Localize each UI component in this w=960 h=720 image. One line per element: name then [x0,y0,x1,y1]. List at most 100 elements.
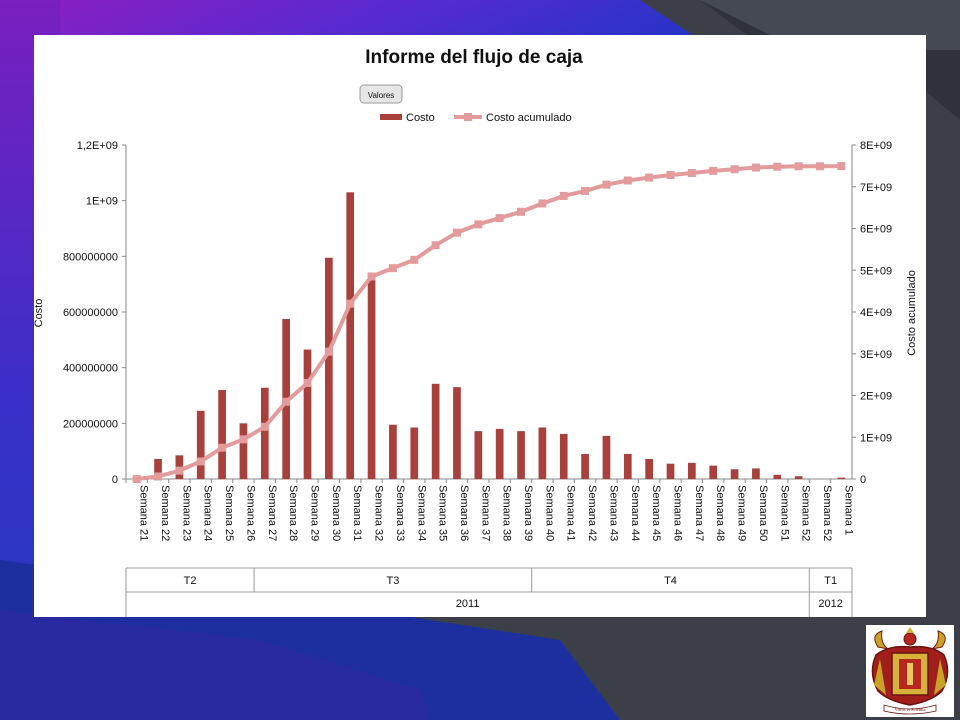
quarter-label: T2 [184,575,197,587]
bar-costo [239,423,248,479]
bar-costo [752,468,760,479]
y-tick-label-right: 8E+09 [860,140,892,152]
x-category-label: Semana 36 [458,485,470,541]
bar-costo [773,474,782,479]
bar-costo [794,476,803,479]
x-category-label: Semana 47 [693,485,705,541]
x-category-label: Semana 46 [672,485,684,541]
cash-flow-chart: Informe del flujo de caja Valores Costo … [34,47,918,617]
legend-label-costo: Costo [406,112,435,124]
point-costo-acumulado [474,220,483,229]
x-category-label: Semana 45 [650,485,662,541]
x-category-label: Semana 43 [607,485,619,541]
chart-title: Informe del flujo de caja [365,47,583,68]
x-category-label: Semana 44 [629,485,641,541]
x-category-label: Semana 33 [394,485,406,541]
x-category-label: Semana 21 [138,485,150,541]
point-costo-acumulado [559,191,568,200]
bar-costo [517,431,525,479]
point-costo-acumulado [623,176,632,185]
legend: Costo Costo acumulado [380,112,572,124]
x-category-label: Semana 24 [202,485,214,541]
x-category-label: Semana 23 [180,485,192,541]
bar-costo [730,469,739,479]
y-tick-label-left: 200000000 [63,418,118,430]
x-category-label: Semana 52 [800,485,812,541]
point-costo-acumulado [794,162,803,171]
x-category-label: Semana 31 [351,485,363,541]
legend-marker-acumulado [464,113,472,121]
bar-costo [260,387,269,479]
x-category-label: Semana 1 [842,485,854,535]
point-costo-acumulado [495,214,504,223]
point-costo-acumulado [538,199,547,208]
bar-costo [709,465,718,479]
point-costo-acumulado [751,163,760,172]
chart-panel: Informe del flujo de caja Valores Costo … [34,35,926,617]
y-tick-label-right: 3E+09 [860,349,892,361]
y-tick-label-left: 1,2E+09 [77,140,118,152]
bar-costo [495,428,504,479]
point-costo-acumulado [773,162,782,171]
bar-costo [154,458,162,479]
x-category-label: Semana 22 [159,485,171,541]
x-category-label: Semana 42 [586,485,598,541]
bar-costo [303,349,312,479]
legend-label-acumulado: Costo acumulado [486,112,572,124]
bar-costo [196,410,205,479]
point-costo-acumulado [666,171,675,180]
field-button-valores[interactable]: Valores [359,84,403,104]
point-costo-acumulado [837,162,846,171]
line-costo-acumulado [136,164,842,481]
x-category-label: Semana 25 [223,485,235,541]
x-category-label: Semana 30 [330,485,342,541]
point-costo-acumulado [452,228,461,237]
y-tick-label-right: 1E+09 [860,432,892,444]
point-costo-acumulado [602,180,611,189]
x-category-label: Semana 27 [266,485,278,541]
y-tick-label-left: 400000000 [63,363,118,375]
bar-costo [410,427,419,479]
x-category-label: Semana 28 [287,485,299,541]
bar-costo [389,424,397,479]
quarter-label: T3 [386,575,399,587]
year-label: 2012 [818,598,842,610]
point-costo-acumulado [431,241,440,250]
bar-costo [538,427,547,479]
point-costo-acumulado [239,435,248,444]
x-category-label: Semana 39 [522,485,534,541]
point-costo-acumulado [154,472,163,481]
bar-costo [623,453,632,479]
year-label: 2011 [456,598,480,610]
y-tick-label-left: 600000000 [63,307,118,319]
bar-costo [688,462,696,479]
y-tick-label-right: 7E+09 [860,182,892,194]
bar-costo [367,279,376,479]
point-costo-acumulado [581,186,590,195]
point-costo-acumulado [730,165,739,174]
bar-costo [346,192,355,480]
legend-swatch-costo [380,114,402,120]
x-category-label: Semana 34 [415,485,427,541]
y-axis-title-left: Costo [34,299,45,328]
point-costo-acumulado [260,422,269,431]
bar-costo [581,453,589,479]
y-tick-label-left: 1E+09 [86,196,118,208]
university-crest-logo: Virtus et Scientia [866,625,954,717]
x-category-label: Semana 38 [501,485,513,541]
x-category-label: Semana 26 [244,485,256,541]
y-tick-label-left: 800000000 [63,251,118,263]
y-tick-label-right: 0 [860,474,866,486]
point-costo-acumulado [517,207,526,216]
point-costo-acumulado [346,299,355,308]
bar-costo [645,458,653,479]
point-costo-acumulado [367,272,376,281]
bar-costo [218,389,226,479]
quarter-label: T4 [664,575,677,587]
y-axis-title-right: Costo acumulado [906,270,918,356]
y-tick-label-right: 6E+09 [860,224,892,236]
bar-costo [474,431,483,479]
point-costo-acumulado [196,457,205,466]
logo-motto: Virtus et Scientia [895,707,926,712]
bar-costo [666,463,675,479]
